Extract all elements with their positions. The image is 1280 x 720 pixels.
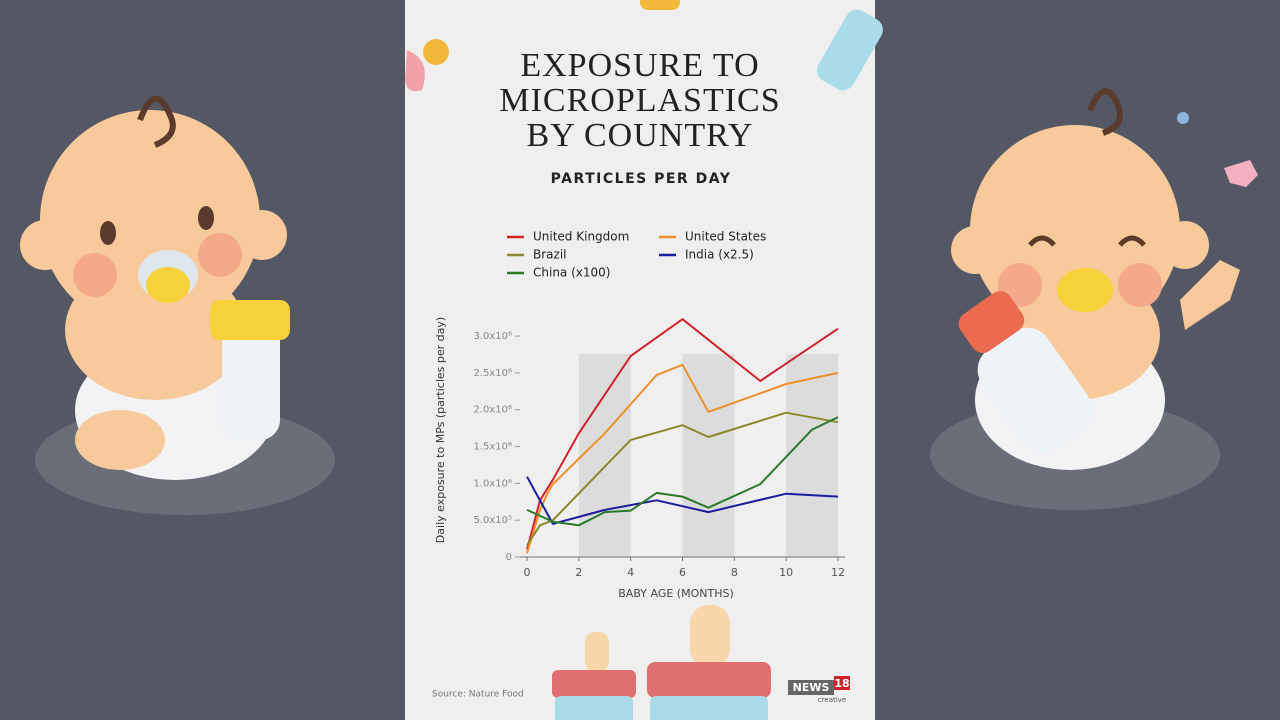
legend-label: China (x100) xyxy=(533,266,610,280)
baby-illustration xyxy=(930,88,1258,510)
chart-title: EXPOSURE TO MICROPLASTICS BY COUNTRY xyxy=(499,47,781,154)
band xyxy=(682,354,735,557)
brand-sub: creative xyxy=(818,696,846,704)
line xyxy=(526,363,839,554)
y-tick-label: 2.5x10⁶ xyxy=(473,368,512,379)
x-tick-label: 4 xyxy=(627,566,634,579)
x-tick-label: 2 xyxy=(575,566,582,579)
x-tick-label: 10 xyxy=(779,566,793,579)
x-tick-label: 6 xyxy=(679,566,686,579)
y-tick-label: 0 xyxy=(506,552,512,563)
band xyxy=(578,354,631,557)
x-tick-label: 0 xyxy=(524,566,531,579)
legend-label: United Kingdom xyxy=(533,230,629,244)
baby-illustration xyxy=(20,95,335,515)
legend-label: United States xyxy=(685,230,766,244)
brand-box xyxy=(788,680,834,695)
legend-label: Brazil xyxy=(533,248,567,262)
y-tick-label: 5.0x10⁵ xyxy=(473,515,512,526)
brand-number: 18 xyxy=(834,677,849,690)
source-note: Source: Nature Food xyxy=(432,690,524,700)
line xyxy=(526,411,839,546)
line xyxy=(526,318,839,550)
y-tick-label: 1.5x10⁶ xyxy=(473,442,512,453)
y-axis-label: Daily exposure to MPs (particles per day… xyxy=(434,317,447,543)
y-tick-label: 2.0x10⁶ xyxy=(473,405,512,416)
x-tick-label: 8 xyxy=(731,566,738,579)
y-tick-label: 3.0x10⁶ xyxy=(473,331,512,342)
brand-name: NEWS xyxy=(793,681,830,694)
bottle-illustration xyxy=(405,0,883,720)
legend-label: India (x2.5) xyxy=(685,248,754,262)
x-axis-label: BABY AGE (MONTHS) xyxy=(618,587,733,600)
band xyxy=(786,354,838,557)
line xyxy=(526,476,839,525)
x-tick-label: 12 xyxy=(831,566,845,579)
brand-box xyxy=(834,676,850,690)
y-tick-label: 1.0x10⁶ xyxy=(473,478,512,489)
chart-subtitle: PARTICLES PER DAY xyxy=(551,171,732,187)
line xyxy=(526,416,839,527)
